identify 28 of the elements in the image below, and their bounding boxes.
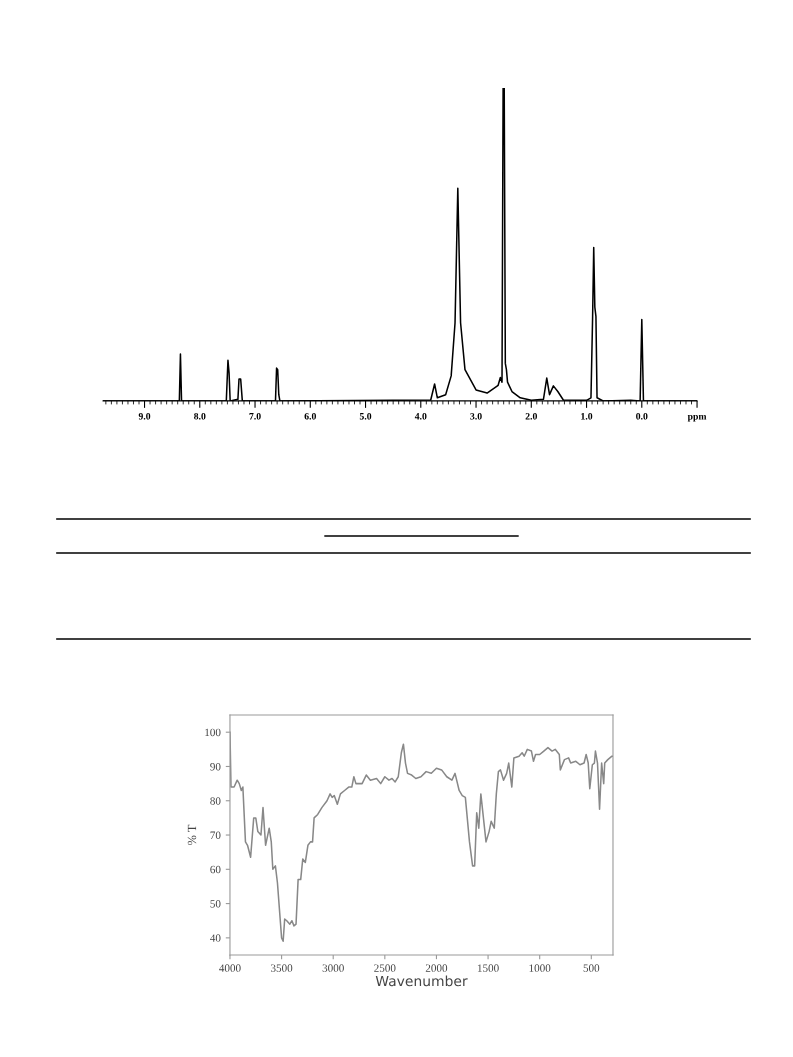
y-tick-label: 90 — [210, 762, 221, 771]
x-tick-label: 0.0 — [636, 413, 648, 420]
x-tick-label: 3000 — [322, 964, 344, 972]
y-axis-title: % T — [187, 824, 197, 846]
x-tick-label: 5.0 — [359, 413, 372, 420]
y-tick-label: 70 — [210, 831, 221, 839]
x-tick-label: 9.0 — [138, 413, 151, 420]
x-tick-label: 6.0 — [304, 413, 316, 420]
x-tick-label: ppm — [687, 414, 707, 422]
x-tick-label: 1000 — [529, 964, 551, 972]
x-tick-label: 4000 — [219, 964, 241, 972]
x-tick-label: 4.0 — [414, 413, 427, 420]
y-tick-label: 100 — [205, 728, 221, 737]
x-tick-label: 8.0 — [194, 413, 206, 420]
x-tick-label: 1.0 — [581, 413, 593, 420]
y-tick-label: 60 — [210, 865, 221, 874]
x-tick-label: 2500 — [374, 964, 396, 972]
x-axis-title: Wavenumber — [375, 975, 468, 987]
y-tick-label: 50 — [210, 900, 221, 908]
x-tick-label: 2.0 — [525, 413, 537, 420]
x-tick-label: 500 — [583, 964, 600, 972]
y-tick-label: 80 — [210, 797, 221, 805]
y-tick-label: 40 — [210, 934, 221, 942]
x-tick-label: 3500 — [271, 964, 293, 972]
x-tick-label: 2000 — [425, 964, 448, 972]
x-tick-label: 7.0 — [249, 413, 261, 420]
x-tick-label: 1500 — [477, 964, 499, 972]
x-tick-label: 3.0 — [470, 413, 482, 420]
